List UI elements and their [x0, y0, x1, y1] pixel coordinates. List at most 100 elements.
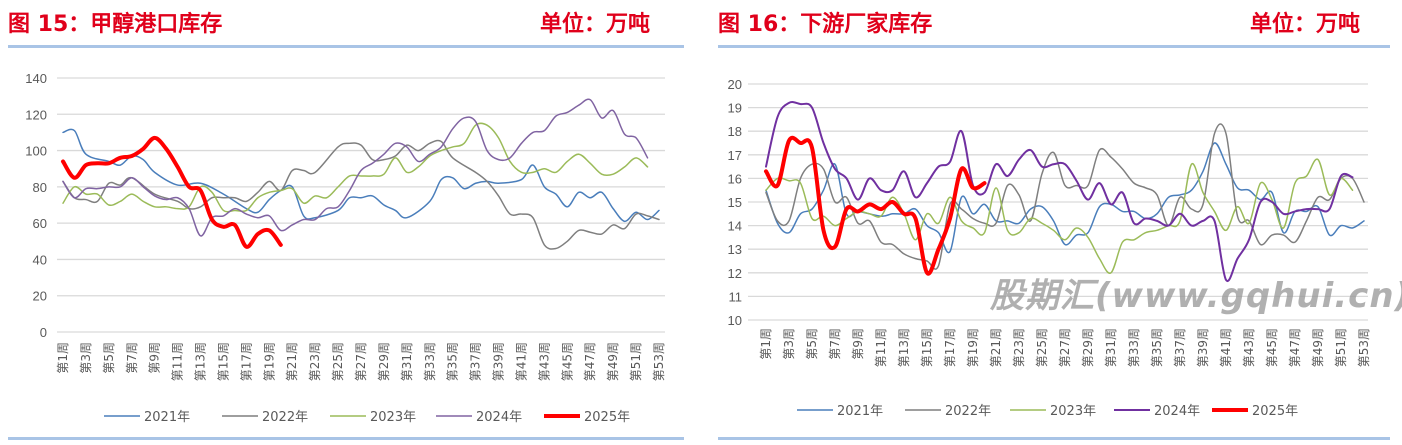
y-tick-label: 120: [25, 107, 47, 122]
legend-label: 2021年: [144, 410, 190, 425]
y-tick-label: 100: [25, 144, 47, 159]
y-tick-label: 18: [728, 124, 742, 139]
x-tick-label: 第39周: [1196, 328, 1210, 367]
x-tick-label: 第33周: [423, 342, 437, 381]
x-tick-label: 第21周: [989, 328, 1003, 367]
x-tick-label: 第43周: [537, 342, 551, 381]
series-line-2021: [62, 128, 660, 223]
y-tick-label: 140: [25, 71, 47, 86]
y-tick-label: 11: [729, 289, 743, 304]
bottom-divider: [718, 437, 1390, 440]
y-tick-label: 14: [728, 219, 742, 234]
title-divider: [8, 45, 684, 48]
x-tick-label: 第43周: [1242, 328, 1256, 367]
y-tick-label: 17: [728, 148, 742, 163]
x-tick-label: 第15周: [216, 342, 230, 381]
x-tick-label: 第7周: [125, 342, 139, 374]
legend-label: 2022年: [262, 410, 308, 425]
x-tick-label: 第41周: [1219, 328, 1233, 367]
x-tick-label: 第11周: [874, 328, 888, 367]
chart-title: 图 16：下游厂家库存: [718, 12, 933, 37]
x-tick-label: 第1周: [56, 342, 70, 374]
x-tick-label: 第13周: [194, 342, 208, 381]
series-line-2023: [765, 158, 1354, 274]
chart-1: 0 20 40 60 80 100 120 140 第1周 第3周 第5周 第7周 第9周 第11周 第13…: [25, 71, 666, 425]
y-tick-label: 60: [33, 216, 47, 231]
x-tick-label: 第7周: [828, 328, 842, 360]
x-tick-label: 第45周: [1265, 328, 1279, 367]
x-tick-label: 第33周: [1127, 328, 1141, 367]
legend-label: 2021年: [837, 404, 883, 419]
chart-title: 图 15：甲醇港口库存: [8, 12, 223, 37]
x-tick-label: 第35周: [1150, 328, 1164, 367]
x-tick-label: 第45周: [560, 342, 574, 381]
x-tick-label: 第31周: [400, 342, 414, 381]
x-tick-label: 第49周: [606, 342, 620, 381]
x-tick-label: 第49周: [1311, 328, 1325, 367]
chart-2: 10 11 12 13 14 15 16 17 18 19 20 第1周 第3周 第5周 第7周 第9周 第11…: [728, 77, 1371, 419]
series-line-2025: [61, 135, 283, 249]
y-tick-label: 12: [728, 266, 742, 281]
y-tick-label: 15: [728, 195, 742, 210]
x-tick-label: 第3周: [782, 328, 796, 360]
watermark: 股期汇(www.gqhui.cn): [990, 276, 1402, 316]
x-tick-label: 第21周: [285, 342, 299, 381]
x-tick-label: 第17周: [239, 342, 253, 381]
x-tick-label: 第27周: [354, 342, 368, 381]
x-tick-label: 第1周: [759, 328, 773, 360]
x-tick-label: 第35周: [446, 342, 460, 381]
legend-label: 2025年: [1252, 404, 1298, 419]
x-tick-label: 第25周: [331, 342, 345, 381]
x-tick-label: 第5周: [805, 328, 819, 360]
legend-label: 2022年: [945, 404, 991, 419]
x-tick-label: 第31周: [1104, 328, 1118, 367]
legend-label: 2025年: [584, 410, 630, 425]
x-tick-label: 第5周: [102, 342, 116, 374]
x-tick-label: 第53周: [1357, 328, 1371, 367]
x-tick-label: 第53周: [652, 342, 666, 381]
x-tick-label: 第25周: [1035, 328, 1049, 367]
series-line-2024: [765, 101, 1354, 283]
x-tick-label: 第27周: [1058, 328, 1072, 367]
unit-label: 单位：万吨: [1250, 12, 1361, 37]
y-tick-label: 80: [33, 180, 47, 195]
y-tick-label: 19: [728, 101, 742, 116]
x-tick-label: 第41周: [514, 342, 528, 381]
legend-label: 2024年: [476, 410, 522, 425]
y-tick-label: 0: [40, 325, 47, 340]
x-tick-label: 第29周: [1081, 328, 1095, 367]
x-tick-label: 第13周: [897, 328, 911, 367]
chart-panel-downstream-inventory: 图 16：下游厂家库存 单位：万吨: [710, 0, 1402, 445]
legend-label: 2023年: [1050, 404, 1096, 419]
x-tick-label: 第15周: [920, 328, 934, 367]
x-tick-label: 第17周: [943, 328, 957, 367]
series-line-2024: [62, 98, 649, 237]
series-line-2022: [765, 123, 1365, 270]
legend-label: 2024年: [1154, 404, 1200, 419]
x-tick-label: 第51周: [1334, 328, 1348, 367]
x-tick-label: 第9周: [851, 328, 865, 360]
bottom-divider: [8, 437, 684, 440]
x-tick-label: 第47周: [1288, 328, 1302, 367]
x-tick-label: 第19周: [262, 342, 276, 381]
y-tick-label: 20: [728, 77, 742, 92]
x-tick-label: 第47周: [583, 342, 597, 381]
x-tick-label: 第37周: [1173, 328, 1187, 367]
x-tick-label: 第37周: [469, 342, 483, 381]
x-tick-label: 第23周: [308, 342, 322, 381]
unit-label: 单位：万吨: [540, 12, 651, 37]
x-tick-label: 第11周: [171, 342, 185, 381]
chart-panel-port-inventory: 图 15：甲醇港口库存 单位：万吨: [0, 0, 700, 445]
y-tick-label: 16: [728, 171, 742, 186]
y-tick-label: 13: [728, 242, 742, 257]
x-tick-label: 第19周: [966, 328, 980, 367]
x-tick-label: 第23周: [1012, 328, 1026, 367]
series-line-2023: [62, 122, 649, 213]
x-tick-label: 第29周: [377, 342, 391, 381]
y-tick-label: 40: [33, 252, 47, 267]
y-tick-label: 10: [728, 313, 742, 328]
x-tick-label: 第51周: [629, 342, 643, 381]
title-divider: [718, 45, 1390, 48]
x-tick-label: 第39周: [492, 342, 506, 381]
